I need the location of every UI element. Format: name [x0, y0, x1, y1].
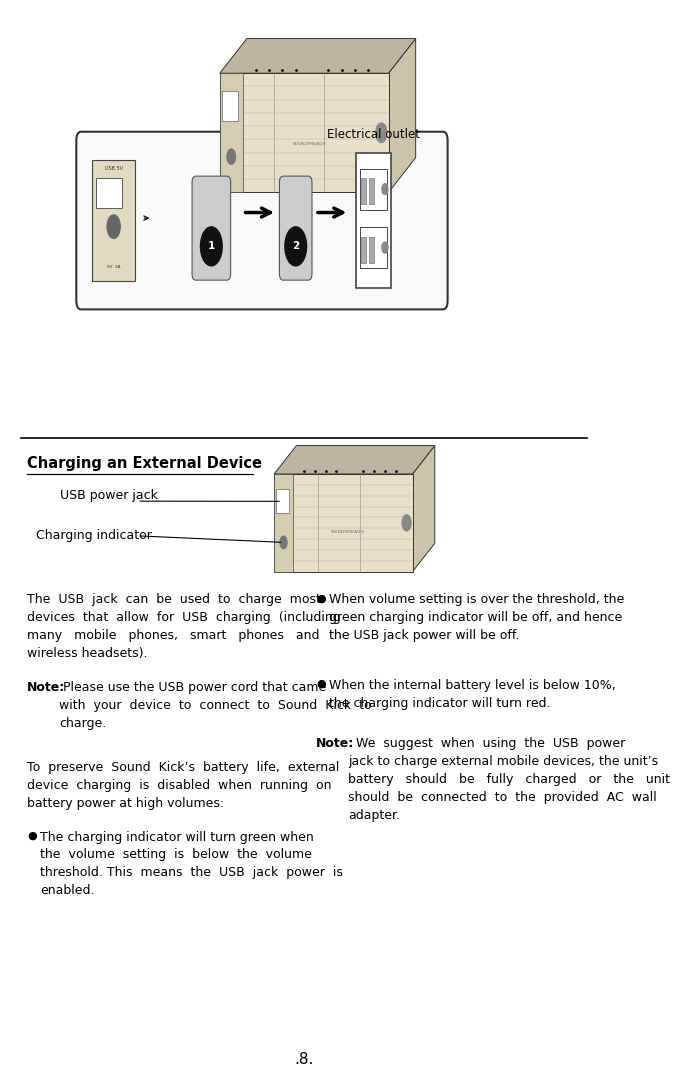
FancyBboxPatch shape: [359, 227, 387, 268]
Polygon shape: [412, 445, 435, 572]
FancyBboxPatch shape: [219, 73, 243, 193]
FancyBboxPatch shape: [356, 154, 391, 287]
Text: Charging indicator: Charging indicator: [36, 529, 152, 542]
Circle shape: [402, 515, 411, 530]
FancyBboxPatch shape: [192, 176, 231, 280]
Text: 9V  2A: 9V 2A: [107, 265, 120, 269]
Text: ●: ●: [27, 831, 36, 841]
Text: 1: 1: [208, 242, 215, 252]
Circle shape: [382, 184, 388, 195]
Polygon shape: [219, 38, 416, 73]
Circle shape: [280, 536, 287, 549]
FancyBboxPatch shape: [222, 91, 238, 121]
Text: ●: ●: [316, 594, 326, 603]
FancyBboxPatch shape: [76, 132, 447, 309]
Text: USB 5V: USB 5V: [105, 167, 123, 171]
FancyBboxPatch shape: [96, 179, 122, 208]
Circle shape: [376, 123, 387, 143]
Text: The  USB  jack  can  be  used  to  charge  most
devices  that  allow  for  USB  : The USB jack can be used to charge most …: [27, 594, 340, 660]
FancyBboxPatch shape: [276, 489, 289, 513]
Text: SOUNDFREAQ®: SOUNDFREAQ®: [331, 529, 366, 534]
FancyBboxPatch shape: [359, 169, 387, 210]
Circle shape: [227, 149, 236, 164]
Text: When volume setting is over the threshold, the
green charging indicator will be : When volume setting is over the threshol…: [329, 594, 625, 641]
Text: Please use the USB power cord that came
with  your  device  to  connect  to  Sou: Please use the USB power cord that came …: [59, 681, 371, 730]
Text: 2: 2: [292, 242, 299, 252]
Text: Electrical outlet: Electrical outlet: [327, 129, 420, 142]
Text: Note:: Note:: [316, 737, 354, 750]
Text: To  preserve  Sound  Kick’s  battery  life,  external
device  charging  is  disa: To preserve Sound Kick’s battery life, e…: [27, 761, 339, 810]
Text: SOUNDFREAQ®: SOUNDFREAQ®: [293, 142, 328, 146]
FancyBboxPatch shape: [361, 236, 366, 262]
FancyBboxPatch shape: [369, 179, 374, 205]
Text: ●: ●: [316, 678, 326, 689]
Circle shape: [285, 227, 307, 266]
Circle shape: [107, 215, 120, 238]
Text: Note:: Note:: [27, 681, 65, 694]
FancyBboxPatch shape: [219, 73, 389, 193]
FancyBboxPatch shape: [274, 474, 412, 572]
Circle shape: [382, 242, 388, 253]
FancyBboxPatch shape: [280, 176, 312, 280]
FancyBboxPatch shape: [369, 236, 374, 262]
Text: We  suggest  when  using  the  USB  power
jack to charge external mobile devices: We suggest when using the USB power jack…: [348, 737, 670, 821]
Circle shape: [201, 227, 222, 266]
FancyBboxPatch shape: [361, 179, 366, 205]
FancyBboxPatch shape: [92, 160, 136, 281]
Text: .8.: .8.: [294, 1052, 314, 1067]
FancyBboxPatch shape: [274, 474, 293, 572]
Polygon shape: [274, 445, 435, 474]
Polygon shape: [389, 38, 416, 193]
Text: The charging indicator will turn green when
the  volume  setting  is  below  the: The charging indicator will turn green w…: [40, 831, 343, 897]
Text: USB power jack: USB power jack: [60, 489, 158, 502]
Text: When the internal battery level is below 10%,
the charging indicator will turn r: When the internal battery level is below…: [329, 678, 617, 710]
Text: Charging an External Device: Charging an External Device: [27, 455, 262, 470]
